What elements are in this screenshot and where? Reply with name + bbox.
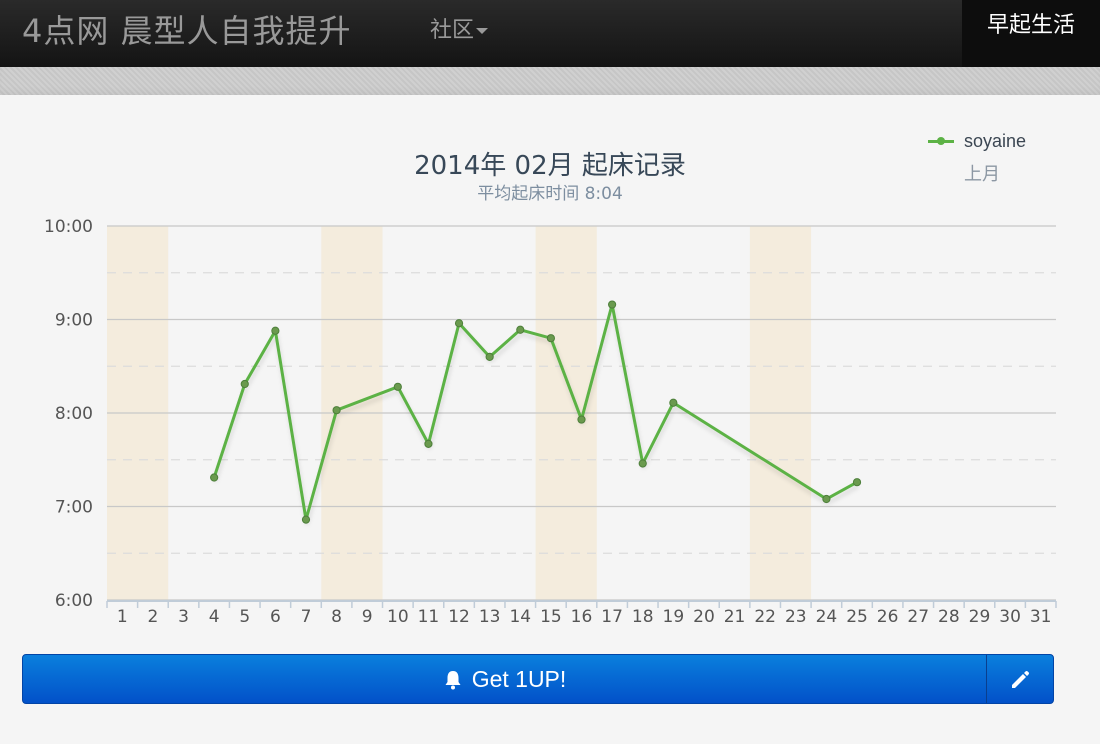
- data-point: [210, 473, 219, 482]
- x-tick-label: 11: [418, 607, 440, 627]
- x-tick-label: 31: [1030, 607, 1052, 627]
- data-point: [485, 352, 494, 361]
- x-tick-label: 24: [816, 607, 838, 627]
- x-tick-label: 5: [239, 607, 250, 627]
- legend-item-soyaine[interactable]: soyaine: [928, 131, 1026, 152]
- x-tick-label: 12: [448, 607, 470, 627]
- x-tick-label: 6: [270, 607, 281, 627]
- x-tick-label: 16: [571, 607, 593, 627]
- get-1up-button[interactable]: Get 1UP!: [23, 655, 987, 703]
- x-tick-label: 4: [209, 607, 220, 627]
- data-point: [332, 406, 341, 415]
- x-tick-label: 7: [301, 607, 312, 627]
- chart-title: 2014年 02月 起床记录: [414, 151, 686, 181]
- x-tick-label: 3: [178, 607, 189, 627]
- x-tick-label: 30: [999, 607, 1021, 627]
- data-point: [577, 415, 586, 424]
- pencil-icon: [1012, 670, 1030, 688]
- x-tick-label: 18: [632, 607, 654, 627]
- data-point: [271, 326, 280, 335]
- data-point: [516, 325, 525, 334]
- x-tick-label: 17: [601, 607, 623, 627]
- brand-title[interactable]: 4点网 晨型人自我提升: [22, 12, 352, 50]
- data-point: [852, 478, 862, 487]
- action-bar: Get 1UP!: [22, 654, 1054, 704]
- x-tick-label: 28: [938, 607, 960, 627]
- data-point: [393, 382, 402, 391]
- y-tick-label: 6:00: [55, 591, 93, 611]
- data-point: [454, 319, 464, 328]
- x-tick-label: 19: [663, 607, 685, 627]
- data-point: [240, 379, 249, 389]
- y-tick-label: 9:00: [55, 311, 93, 331]
- chart-legend: soyaine 上月: [928, 131, 1026, 186]
- community-dropdown[interactable]: 社区: [430, 12, 489, 44]
- x-tick-label: 21: [724, 607, 746, 627]
- edit-button[interactable]: [986, 655, 1053, 703]
- x-tick-label: 8: [331, 607, 342, 627]
- header-stripe: [0, 67, 1100, 95]
- x-tick-label: 2: [148, 607, 159, 627]
- x-tick-label: 1: [117, 607, 128, 627]
- y-tick-label: 8:00: [55, 404, 93, 424]
- y-tick-label: 10:00: [44, 217, 93, 237]
- data-point: [608, 300, 617, 309]
- x-tick-label: 22: [754, 607, 776, 627]
- caret-down-icon: [476, 28, 489, 34]
- data-point: [546, 334, 555, 343]
- community-label: 社区: [430, 18, 475, 43]
- wakeup-chart: 2014年 02月 起床记录 平均起床时间 8:04 soyaine 上月 6:…: [0, 95, 1100, 645]
- data-point: [301, 515, 311, 524]
- bell-icon: [445, 671, 461, 690]
- nav-item-early-life[interactable]: 早起生活: [962, 0, 1100, 67]
- legend-label: soyaine: [964, 131, 1027, 151]
- data-point: [822, 494, 831, 504]
- x-tick-label: 14: [509, 607, 531, 627]
- top-navbar: 4点网 晨型人自我提升 社区 早起生活: [0, 0, 1100, 67]
- x-tick-label: 9: [362, 607, 373, 627]
- x-tick-label: 13: [479, 607, 501, 627]
- legend-item-last-month[interactable]: 上月: [964, 164, 1000, 185]
- x-tick-label: 29: [969, 607, 991, 627]
- x-tick-label: 20: [693, 607, 715, 627]
- data-point: [638, 459, 647, 468]
- y-tick-label: 7:00: [55, 498, 93, 518]
- get-1up-label: Get 1UP!: [471, 666, 567, 692]
- x-tick-label: 15: [540, 607, 562, 627]
- x-tick-label: 10: [387, 607, 409, 627]
- chart-subtitle: 平均起床时间 8:04: [477, 184, 623, 204]
- x-tick-label: 27: [907, 607, 929, 627]
- data-point: [424, 439, 433, 448]
- legend-swatch: [928, 137, 954, 145]
- data-point: [669, 398, 678, 407]
- x-tick-label: 23: [785, 607, 807, 627]
- x-tick-label: 26: [877, 607, 899, 627]
- x-tick-label: 25: [846, 607, 868, 627]
